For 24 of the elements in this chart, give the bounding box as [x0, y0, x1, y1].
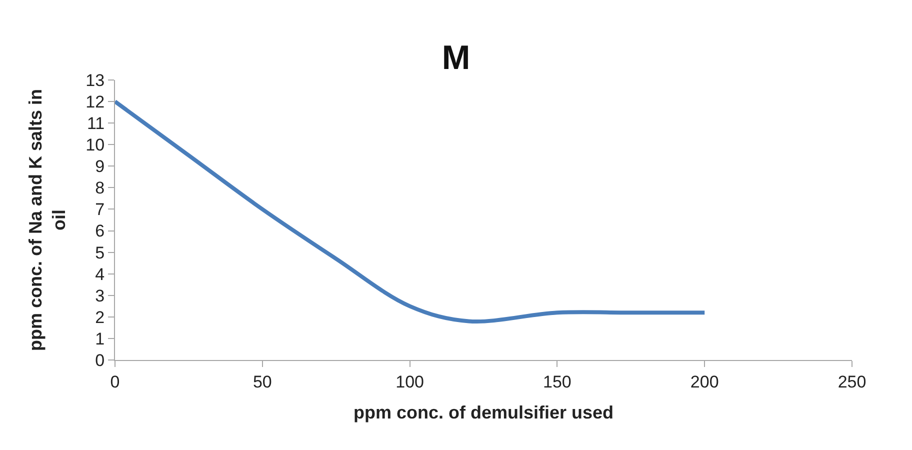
chart-title: M	[442, 38, 470, 77]
x-tick-label: 200	[690, 372, 719, 392]
line-series	[115, 100, 707, 324]
y-tick-label: 5	[95, 243, 105, 262]
y-tick-label: 12	[86, 92, 105, 112]
y-tick-label: 4	[95, 264, 105, 284]
y-tick-label: 13	[86, 70, 105, 90]
y-tick-label: 1	[95, 329, 105, 348]
x-tick-label: 0	[110, 372, 120, 392]
x-axis-title: ppm conc. of demulsifier used	[353, 402, 614, 422]
y-tick-label: 11	[86, 114, 105, 134]
x-tick-label: 150	[543, 372, 572, 392]
y-tick-label: 9	[95, 157, 105, 176]
y-tick-label: 0	[95, 350, 105, 370]
y-tick-label: 2	[95, 308, 105, 327]
y-tick-label: 8	[95, 178, 105, 198]
y-tick-label: 7	[95, 200, 105, 220]
x-tick-label: 250	[838, 372, 866, 392]
y-axis-title: ppm conc. of Na and K salts in oil	[25, 88, 69, 352]
y-tick-label: 10	[86, 136, 105, 155]
x-tick-label: 50	[252, 372, 272, 392]
x-tick-label: 100	[396, 372, 424, 392]
y-tick-label: 6	[95, 222, 105, 241]
y-tick-label: 3	[95, 286, 105, 306]
